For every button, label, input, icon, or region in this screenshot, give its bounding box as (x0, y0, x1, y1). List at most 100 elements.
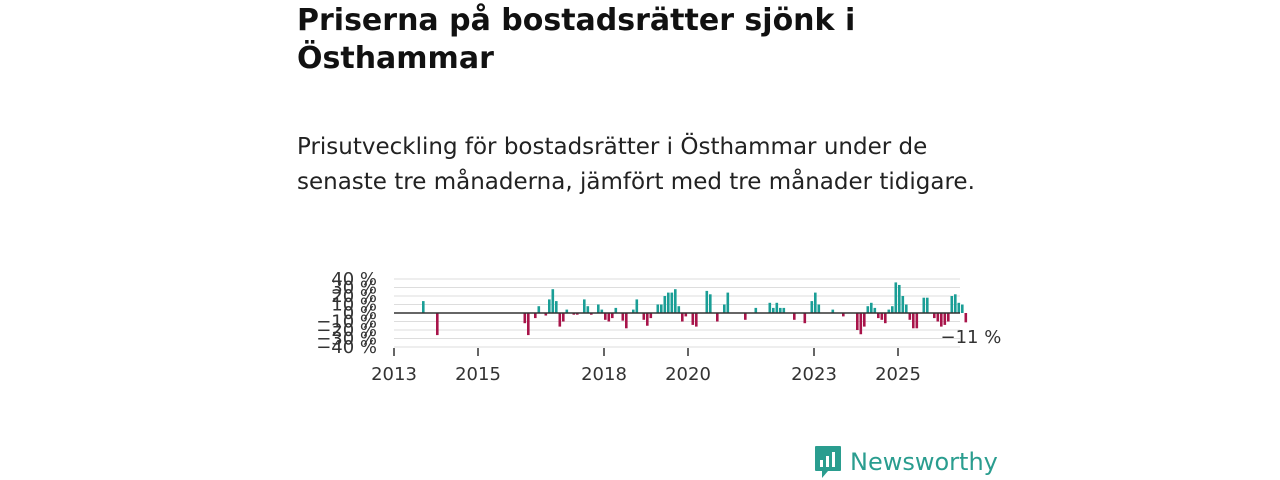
bar (954, 294, 957, 313)
bar (943, 313, 947, 325)
bar (635, 299, 639, 313)
bar (660, 304, 663, 313)
bar (898, 284, 901, 313)
bar (873, 307, 877, 313)
bar (695, 313, 698, 327)
bar (842, 313, 845, 317)
y-tick-label: 20 % (331, 286, 377, 307)
bar (866, 306, 870, 313)
bar (814, 292, 817, 313)
bar (754, 307, 758, 313)
bar (723, 304, 726, 313)
bar (744, 313, 747, 320)
bar (705, 290, 709, 313)
chart-title: Priserna på bostadsrätter sjönk i Östham… (297, 3, 856, 76)
y-tick-label: −10 % (316, 312, 377, 333)
bar (961, 304, 964, 313)
bar (558, 313, 562, 327)
bar (933, 313, 936, 319)
bar (670, 292, 674, 313)
bar (887, 309, 891, 313)
bar (709, 294, 712, 313)
x-tick-label: 2020 (665, 364, 711, 385)
bar (625, 313, 628, 329)
chart-subtitle: Prisutveckling för bostadsrätter i Östha… (297, 134, 975, 195)
bar (621, 313, 625, 321)
bar (940, 313, 943, 327)
bar (908, 313, 912, 320)
bar (915, 313, 919, 329)
bar (912, 313, 915, 329)
bar (817, 304, 821, 313)
bar (905, 304, 908, 313)
bar (576, 313, 579, 315)
x-tick-label: 2015 (455, 364, 501, 385)
newsworthy-brand[interactable]: Newsworthy (814, 444, 998, 480)
bar (674, 289, 677, 313)
bar (649, 313, 653, 319)
bar (684, 313, 688, 317)
bar-chart-logo-icon (815, 446, 841, 478)
x-tick-label: 2013 (371, 364, 417, 385)
bar (922, 297, 926, 313)
bar (572, 313, 576, 315)
bar (565, 309, 569, 313)
bar (614, 307, 618, 313)
bar (950, 296, 954, 313)
bar (964, 313, 968, 323)
bar (422, 301, 425, 313)
bar (859, 313, 863, 335)
bar (894, 282, 898, 313)
x-axis: 2013 2015 2018 2020 2023 2025 (371, 348, 921, 385)
bar (583, 299, 586, 313)
y-tick-label: 10 % (331, 295, 377, 316)
bar (604, 313, 607, 320)
bar (772, 307, 775, 313)
y-tick-label: −30 % (316, 329, 377, 350)
bar (810, 301, 814, 313)
bar (548, 299, 551, 313)
bar (691, 313, 695, 325)
y-tick-label: −40 % (316, 337, 377, 358)
bar (863, 313, 866, 327)
brand-name: Newsworthy (850, 448, 998, 476)
bar (768, 302, 772, 313)
bar (607, 313, 611, 322)
bar (926, 297, 929, 313)
bar (555, 301, 558, 313)
bar (527, 313, 530, 336)
bars (422, 282, 968, 336)
bar (936, 313, 940, 322)
bar (831, 309, 835, 313)
bar (611, 313, 614, 319)
bar (681, 313, 684, 322)
bar (436, 313, 439, 336)
bar (880, 313, 884, 320)
y-tick-label: −20 % (316, 320, 377, 341)
bar (600, 309, 604, 313)
bar (779, 307, 782, 313)
x-tick-label: 2023 (791, 364, 837, 385)
bar (793, 313, 796, 320)
bar (663, 296, 667, 313)
bar (544, 313, 548, 316)
x-tick-label: 2025 (875, 364, 921, 385)
bar (632, 309, 635, 313)
bar (534, 313, 537, 319)
bar (782, 307, 786, 313)
bar (947, 313, 950, 322)
bar (642, 313, 646, 320)
x-tick-label: 2018 (581, 364, 627, 385)
bar (803, 313, 807, 324)
y-axis-labels: 40 %30 %20 %10 %0 %−10 %−20 %−30 %−40 % (316, 269, 377, 358)
bar (551, 289, 555, 313)
bar (597, 304, 600, 313)
bar (870, 302, 873, 313)
y-tick-label: 40 % (331, 269, 377, 290)
bar (775, 302, 779, 313)
bar (884, 313, 887, 324)
bar (590, 313, 593, 315)
grid-lines (394, 278, 960, 348)
bar (667, 292, 670, 313)
